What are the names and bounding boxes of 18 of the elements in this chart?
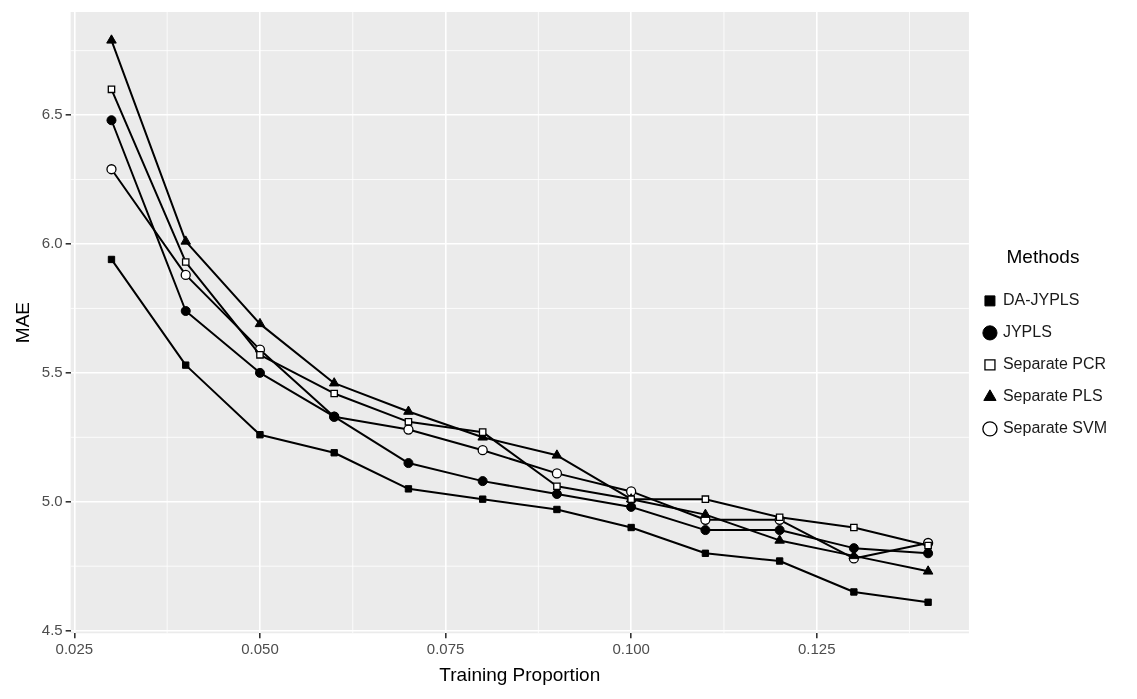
legend-label: JYPLS xyxy=(1002,323,1052,341)
x-tick-label: 0.125 xyxy=(797,640,836,658)
x-tick-label: 0.075 xyxy=(426,640,465,658)
x-tick-label: 0.050 xyxy=(241,640,279,658)
legend-label: Separate PCR xyxy=(1002,355,1107,373)
y-tick-label: 6.0 xyxy=(41,234,63,252)
legend-label: DA-JYPLS xyxy=(1002,291,1080,309)
x-tick-label: 0.100 xyxy=(612,640,650,658)
legend-label: Separate SVM xyxy=(1002,419,1108,437)
legend-title: Methods xyxy=(1006,245,1080,267)
y-tick-label: 5.5 xyxy=(41,363,63,380)
legend-label: Separate PLS xyxy=(1002,387,1103,405)
x-axis-title: Training Proportion xyxy=(439,663,601,685)
y-tick-label: 5.0 xyxy=(41,491,63,509)
y-axis-title: MAE xyxy=(11,302,33,344)
y-tick-label: 6.5 xyxy=(41,105,63,123)
x-tick-label: 0.025 xyxy=(55,640,94,658)
y-tick-label: 4.5 xyxy=(41,620,63,638)
